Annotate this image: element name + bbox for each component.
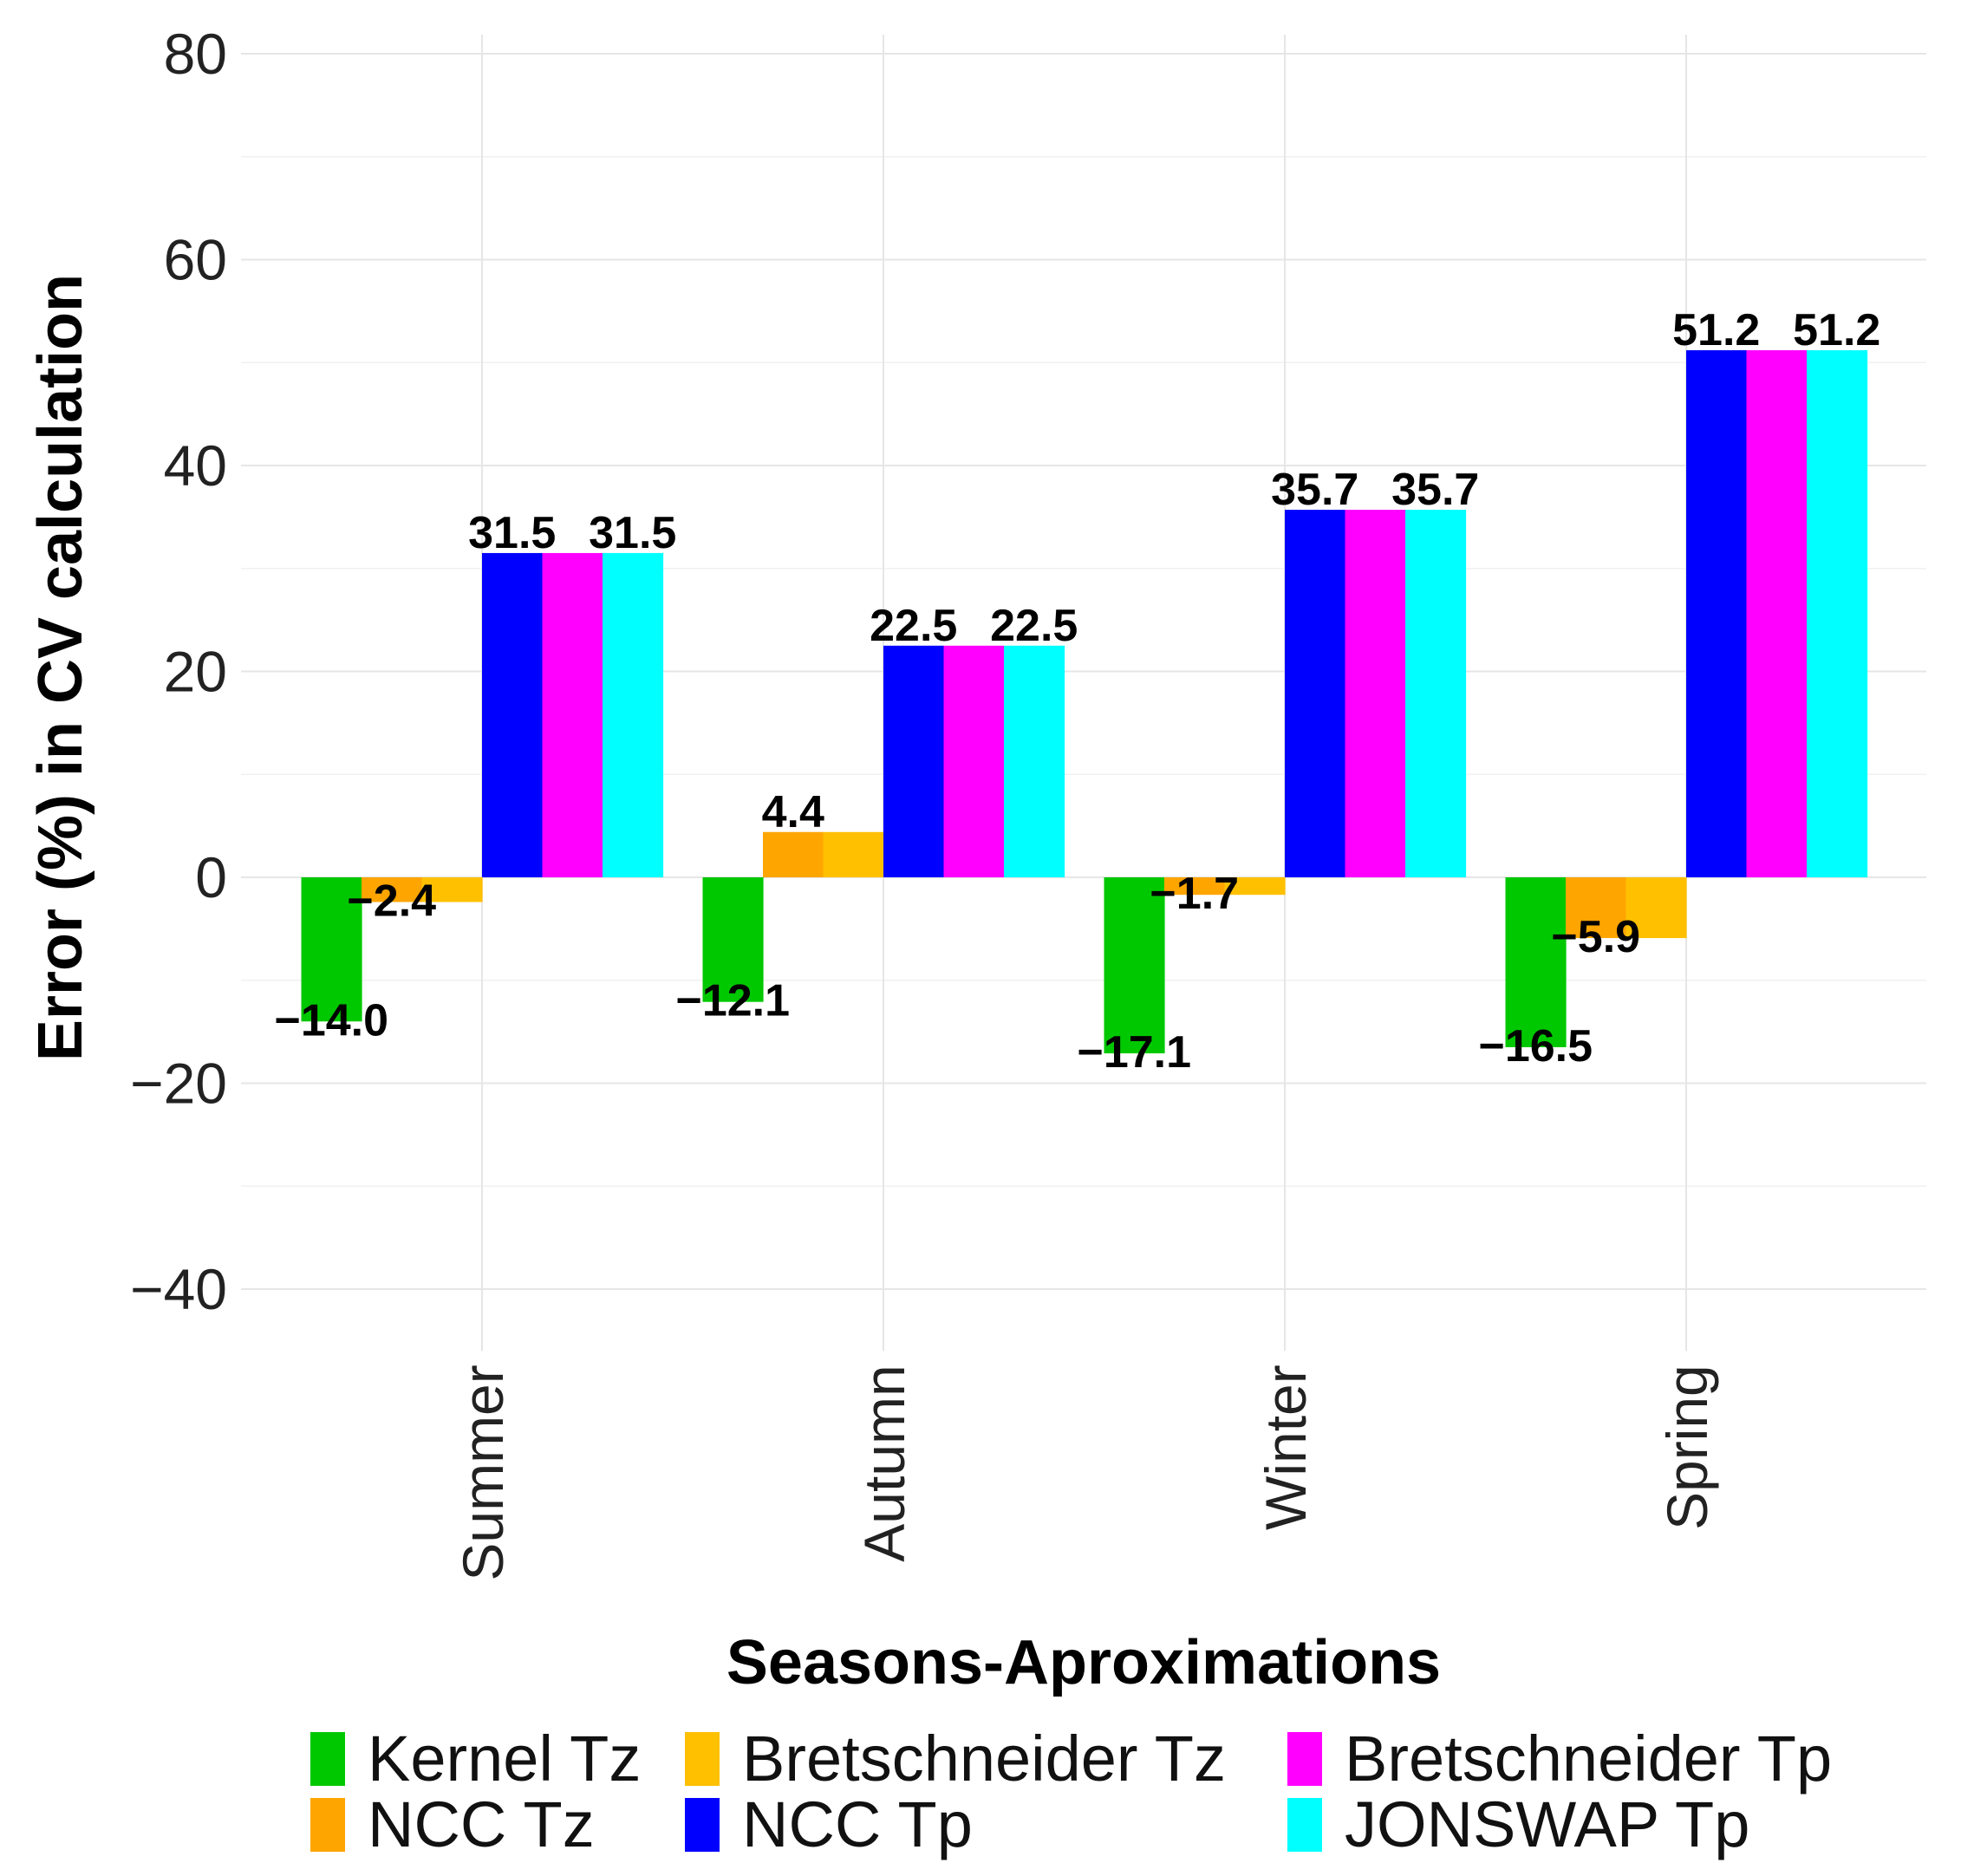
data-label: 31.5 [468, 508, 556, 558]
bar-bretschneider-tz-winter [1224, 877, 1286, 896]
y-axis-title: Error (%) in CV calculation [26, 274, 95, 1061]
bar-ncc-tp-spring [1686, 350, 1748, 877]
y-tick-label: 20 [164, 640, 227, 704]
legend-label: Bretschneider Tp [1345, 1723, 1832, 1795]
bar-jonswap-tp-winter [1405, 510, 1467, 877]
bar-bretschneider-tz-autumn [823, 831, 884, 877]
x-tick-label: Autumn [852, 1365, 916, 1561]
data-label: −12.1 [675, 976, 790, 1026]
data-label: 35.7 [1391, 465, 1479, 515]
y-tick-label: 40 [164, 433, 227, 498]
data-label: 22.5 [990, 601, 1078, 651]
bar-bretschneider-tz-spring [1625, 877, 1687, 939]
y-tick-label: −20 [130, 1052, 227, 1116]
x-tick-label: Summer [451, 1365, 515, 1580]
bar-ncc-tp-summer [482, 552, 544, 877]
bar-jonswap-tp-summer [603, 552, 664, 877]
data-label: 35.7 [1271, 465, 1358, 515]
data-label: −5.9 [1551, 912, 1640, 962]
bar-bretschneider-tp-spring [1746, 350, 1808, 877]
bar-jonswap-tp-autumn [1004, 645, 1065, 877]
bar-ncc-tp-autumn [883, 645, 945, 877]
data-label: −2.4 [347, 876, 436, 927]
y-tick-label: −40 [130, 1257, 227, 1321]
data-label: 22.5 [870, 601, 957, 651]
data-label: −14.0 [274, 995, 388, 1045]
bar-kernel-tz-winter [1104, 877, 1165, 1054]
bar-bretschneider-tz-summer [421, 877, 483, 902]
bar-bretschneider-tp-winter [1345, 510, 1406, 877]
bar-ncc-tz-autumn [763, 831, 824, 877]
bar-ncc-tz-spring [1566, 877, 1627, 939]
data-label: 51.2 [1672, 305, 1760, 355]
legend: Kernel Tz Bretschneider Tz Bretschneider T… [310, 1723, 1832, 1860]
data-label: −17.1 [1077, 1027, 1191, 1078]
legend-label: NCC Tz [368, 1788, 595, 1860]
y-tick-label: 0 [195, 845, 227, 909]
bar-bretschneider-tp-autumn [943, 645, 1005, 877]
bar-ncc-tp-winter [1285, 510, 1346, 877]
y-tick-label: 60 [164, 228, 227, 292]
data-label: −1.7 [1150, 869, 1239, 919]
bar-kernel-tz-spring [1505, 877, 1567, 1047]
data-label: 31.5 [589, 508, 676, 558]
data-labels: −14.0 −2.4 31.5 31.5 −12.1 4.4 22.5 22.5 −17.1 −1… [274, 305, 1880, 1078]
legend-label: Kernel Tz [368, 1723, 641, 1795]
x-tick-label: Winter [1254, 1365, 1318, 1530]
legend-swatch [310, 1798, 345, 1852]
bar-kernel-tz-autumn [702, 877, 764, 1002]
legend-swatch [1287, 1798, 1322, 1852]
bar-kernel-tz-summer [301, 877, 362, 1022]
legend-label: JONSWAP Tp [1345, 1788, 1749, 1860]
y-axis: −40 −20 0 20 40 60 80 [130, 22, 227, 1321]
legend-swatch [685, 1732, 720, 1786]
y-tick-label: 80 [164, 22, 227, 86]
bars [301, 350, 1868, 1054]
data-label: 51.2 [1793, 305, 1880, 355]
legend-label: Bretschneider Tz [742, 1723, 1226, 1795]
bar-jonswap-tp-spring [1807, 350, 1868, 877]
x-axis-title: Seasons-Aproximations [726, 1628, 1441, 1697]
x-axis: Summer Autumn Winter Spring [451, 1365, 1719, 1580]
bar-ncc-tz-summer [362, 877, 423, 902]
data-label: 4.4 [762, 787, 824, 837]
legend-swatch [310, 1732, 345, 1786]
legend-swatch [1287, 1732, 1322, 1786]
data-label: −16.5 [1478, 1021, 1593, 1072]
legend-swatch [685, 1798, 720, 1852]
bar-bretschneider-tp-summer [542, 552, 603, 877]
x-tick-label: Spring [1655, 1365, 1719, 1530]
bar-ncc-tz-winter [1164, 877, 1226, 896]
legend-label: NCC Tp [742, 1788, 973, 1860]
